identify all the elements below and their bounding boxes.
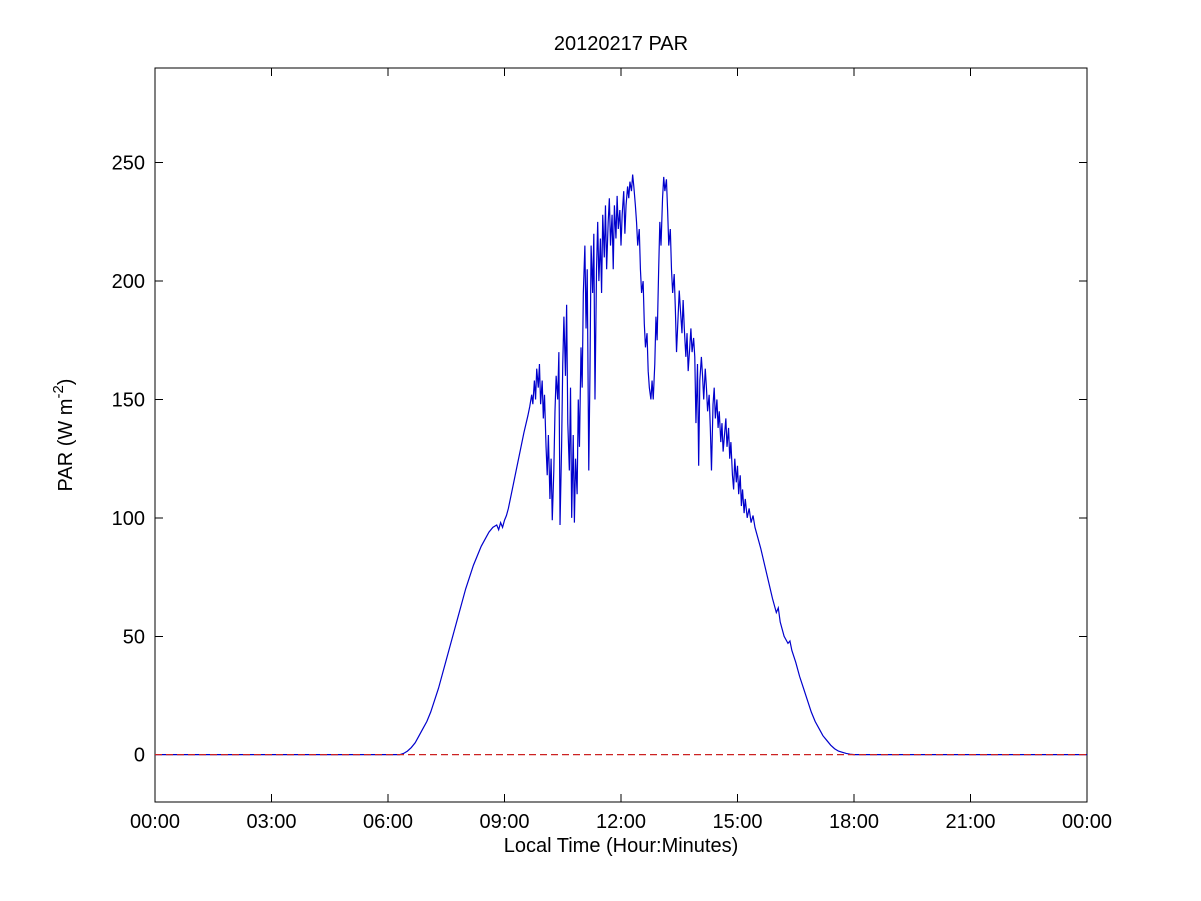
y-tick-label: 0 <box>134 745 145 767</box>
x-tick-label: 15:00 <box>712 811 762 833</box>
x-tick-label: 00:00 <box>1062 811 1112 833</box>
y-axis-label: PAR (W m-2) <box>50 379 77 492</box>
y-tick-label: 200 <box>112 271 145 293</box>
x-tick-label: 03:00 <box>246 811 296 833</box>
x-axis-label: Local Time (Hour:Minutes) <box>504 835 739 857</box>
x-tick-label: 06:00 <box>363 811 413 833</box>
y-axis-label-main: PAR (W m <box>55 399 77 492</box>
tick-marks <box>154 68 1088 802</box>
y-tick-label: 250 <box>112 153 145 175</box>
y-tick-label: 150 <box>112 389 145 411</box>
y-axis-label-close: ) <box>55 379 77 386</box>
x-tick-label: 09:00 <box>479 811 529 833</box>
par-data-line <box>155 174 1087 756</box>
x-tick-labels: 00:00 03:00 06:00 09:00 12:00 15:00 18:00 21:00… <box>130 811 1112 833</box>
y-axis-label-superscript: -2 <box>50 385 67 398</box>
x-tick-label: 00:00 <box>130 811 180 833</box>
x-tick-label: 12:00 <box>596 811 646 833</box>
x-tick-label: 18:00 <box>829 811 879 833</box>
chart-title: 20120217 PAR <box>554 33 688 55</box>
x-tick-label: 21:00 <box>945 811 995 833</box>
plot-border <box>154 67 1088 803</box>
y-tick-label: 100 <box>112 508 145 530</box>
y-tick-labels: 0 50 100 150 200 250 <box>112 153 145 767</box>
y-tick-label: 50 <box>123 626 145 648</box>
